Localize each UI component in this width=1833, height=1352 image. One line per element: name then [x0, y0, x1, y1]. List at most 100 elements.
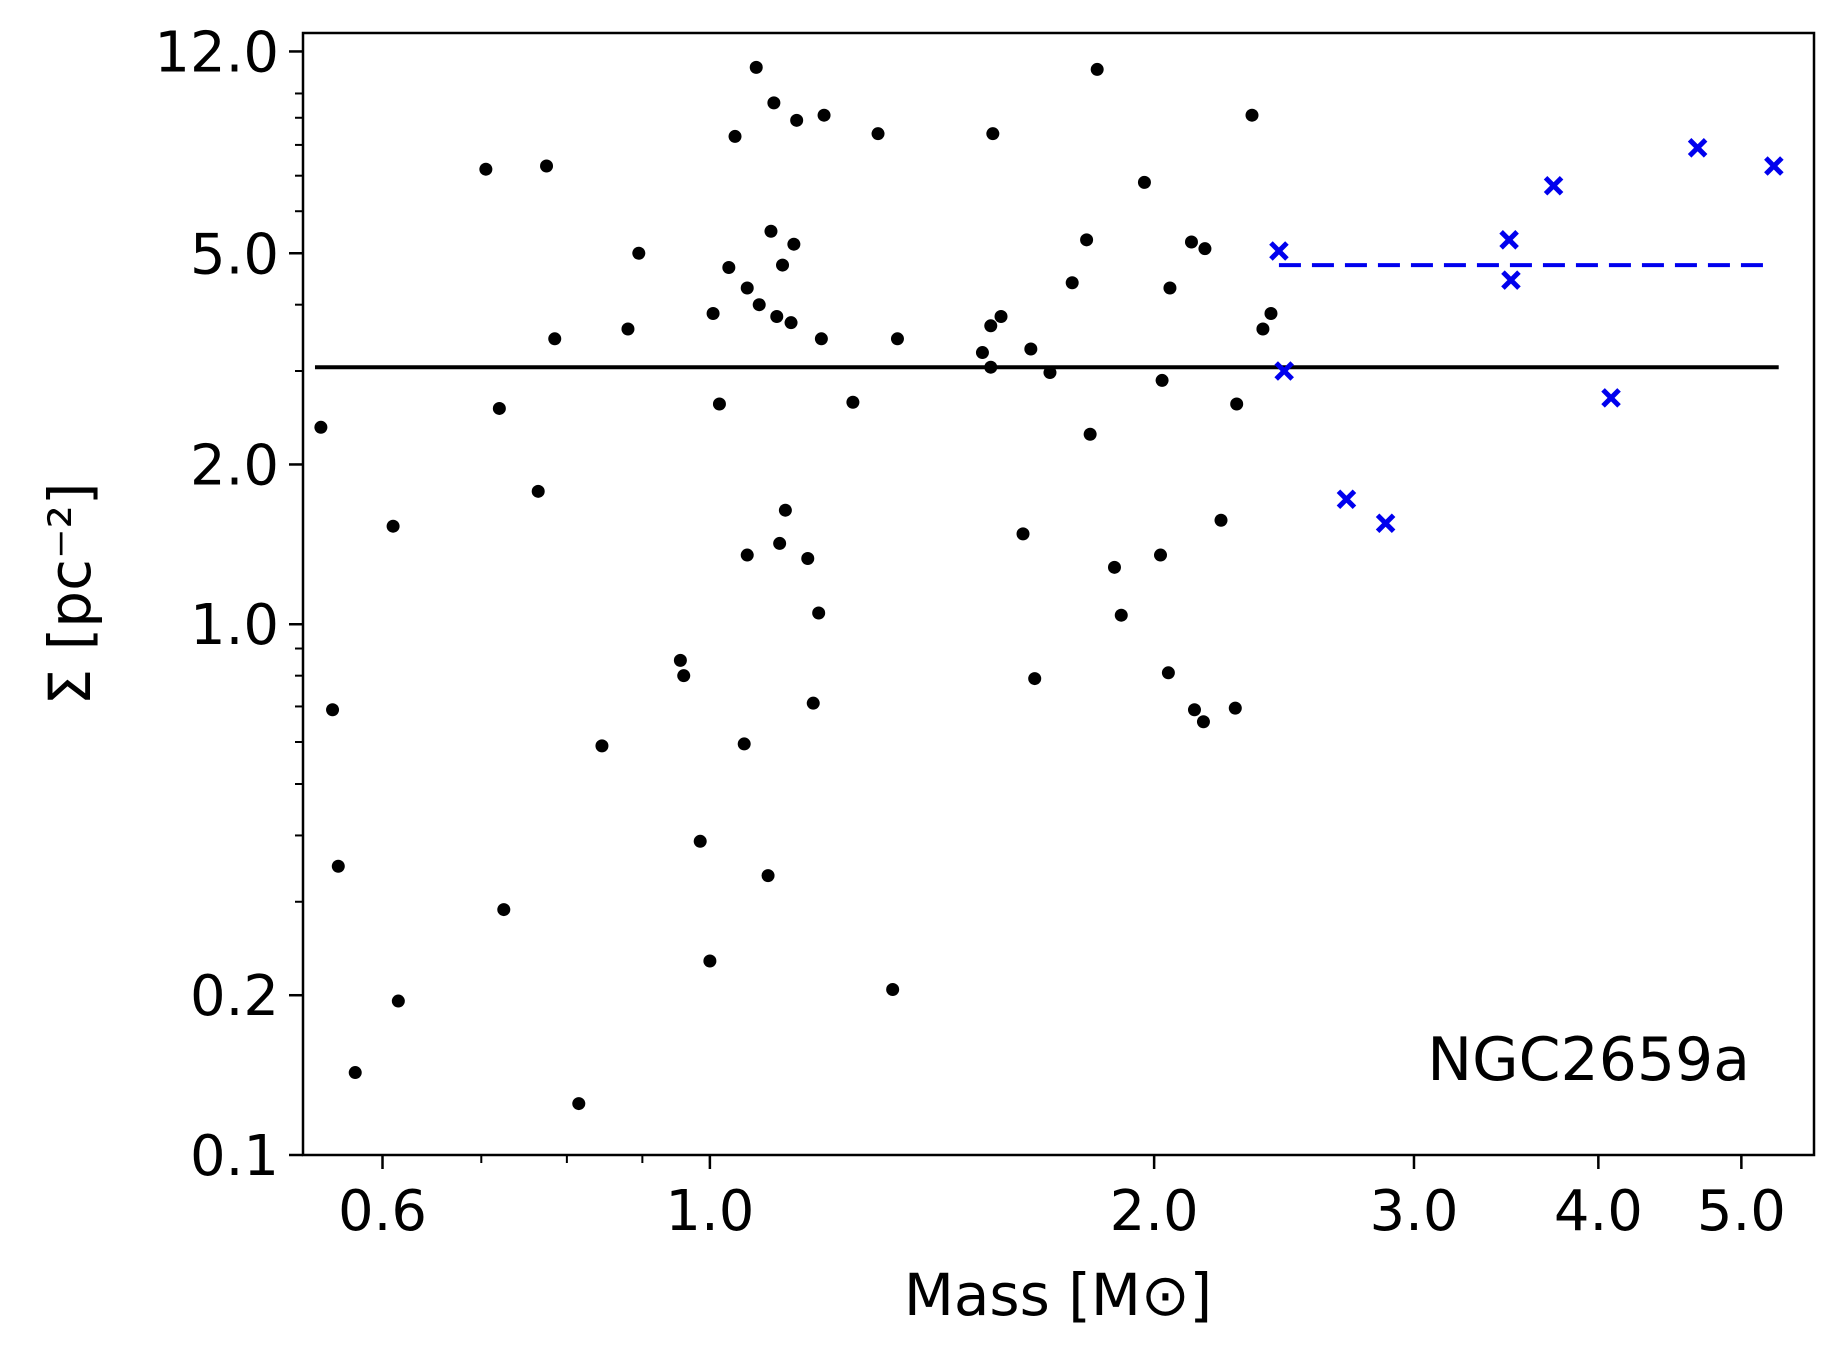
low-mass-point — [812, 606, 826, 620]
y-tick-label: 12.0 — [154, 20, 279, 85]
low-mass-point — [595, 739, 609, 753]
low-mass-point — [752, 298, 766, 312]
low-mass-point — [1090, 62, 1104, 76]
low-mass-point — [770, 310, 784, 324]
low-mass-point — [712, 397, 726, 411]
low-mass-point — [986, 127, 1000, 141]
low-mass-point — [677, 669, 691, 683]
low-mass-point — [540, 159, 554, 173]
y-tick-label: 1.0 — [190, 593, 279, 658]
x-marker-stroke — [1687, 138, 1708, 158]
x-tick-label: 3.0 — [1369, 1179, 1458, 1244]
data-points — [314, 60, 1784, 1111]
low-mass-point — [548, 332, 562, 346]
plot-frame — [301, 31, 1816, 1157]
low-mass-point — [1264, 306, 1278, 320]
low-mass-point — [994, 310, 1008, 324]
low-mass-point — [326, 703, 340, 717]
low-mass-point — [790, 113, 804, 127]
low-mass-point — [572, 1097, 586, 1111]
low-mass-point — [784, 316, 798, 330]
high-mass-point — [1601, 388, 1621, 408]
low-mass-point — [740, 548, 754, 562]
low-mass-point — [1137, 175, 1151, 189]
low-mass-point — [975, 346, 989, 360]
low-mass-point — [632, 246, 646, 260]
low-mass-point — [773, 536, 787, 550]
low-mass-point — [761, 869, 775, 883]
low-mass-point — [1107, 560, 1121, 574]
low-mass-point — [1228, 701, 1242, 715]
low-mass-point — [1214, 513, 1228, 527]
low-mass-point — [1187, 703, 1201, 717]
x-marker-stroke — [1269, 241, 1289, 261]
low-mass-point — [984, 319, 998, 333]
high-mass-point — [1375, 513, 1396, 533]
low-mass-point — [1043, 366, 1057, 380]
x-marker-stroke — [1336, 489, 1357, 509]
high-mass-point — [1687, 138, 1708, 158]
y-tick-label: 5.0 — [190, 222, 279, 287]
low-mass-point — [1065, 276, 1079, 290]
low-mass-point — [1163, 281, 1177, 295]
low-mass-point — [348, 1066, 362, 1080]
high-mass-point — [1501, 270, 1521, 290]
low-mass-point — [1080, 233, 1094, 247]
low-mass-point — [1155, 373, 1169, 387]
low-mass-point — [846, 395, 860, 409]
high-mass-point — [1764, 156, 1784, 176]
low-mass-point — [1024, 342, 1038, 356]
low-mass-point — [314, 420, 328, 434]
cluster-annotation: NGC2659a — [1427, 1025, 1750, 1095]
low-mass-point — [531, 484, 545, 498]
low-mass-point — [1083, 427, 1097, 441]
x-tick-label: 2.0 — [1110, 1179, 1199, 1244]
low-mass-point — [621, 322, 635, 336]
low-mass-point — [814, 332, 828, 346]
low-mass-point — [740, 281, 754, 295]
low-mass-point — [767, 96, 781, 110]
tick-marks — [289, 50, 1743, 1169]
y-tick-label: 0.1 — [190, 1124, 279, 1189]
high-mass-point — [1336, 489, 1357, 509]
low-mass-point — [706, 306, 720, 320]
low-mass-point — [778, 503, 792, 517]
low-mass-point — [386, 519, 400, 533]
low-mass-point — [1114, 608, 1128, 622]
low-mass-point — [1016, 527, 1030, 541]
low-mass-point — [871, 127, 885, 141]
low-mass-point — [703, 954, 717, 968]
low-mass-point — [1245, 108, 1259, 122]
low-mass-point — [479, 162, 493, 176]
x-marker-stroke — [1499, 230, 1519, 250]
x-marker-stroke — [1764, 156, 1784, 176]
x-tick-labels: 0.6 1.0 2.0 3.0 4.0 5.0 — [338, 1179, 1786, 1244]
low-mass-point — [492, 401, 506, 415]
reference-lines — [314, 263, 1779, 370]
y-tick-label: 0.2 — [190, 964, 279, 1029]
low-mass-point — [1256, 322, 1270, 336]
low-mass-point — [801, 552, 815, 566]
y-tick-label: 2.0 — [190, 433, 279, 498]
x-marker-stroke — [1501, 270, 1521, 290]
low-mass-point — [1196, 715, 1210, 729]
low-mass-point — [984, 360, 998, 374]
low-mass-point — [497, 903, 511, 917]
x-tick-label: 4.0 — [1554, 1179, 1643, 1244]
low-mass-point — [1230, 397, 1244, 411]
low-mass-point — [1161, 666, 1175, 680]
y-tick-labels: 0.1 0.2 1.0 2.0 5.0 12.0 — [154, 20, 279, 1189]
low-mass-point — [722, 261, 736, 275]
low-mass-point — [728, 129, 742, 143]
x-marker-stroke — [1375, 513, 1396, 533]
low-mass-point — [806, 696, 820, 710]
y-axis-label: Σ [pc⁻²] — [36, 483, 104, 706]
low-mass-point — [1028, 672, 1042, 686]
high-mass-point — [1269, 241, 1289, 261]
x-marker-stroke — [1543, 176, 1564, 196]
low-mass-point — [331, 859, 345, 873]
low-mass-point — [1154, 548, 1168, 562]
low-mass-point — [776, 258, 790, 272]
x-marker-stroke — [1601, 388, 1621, 408]
